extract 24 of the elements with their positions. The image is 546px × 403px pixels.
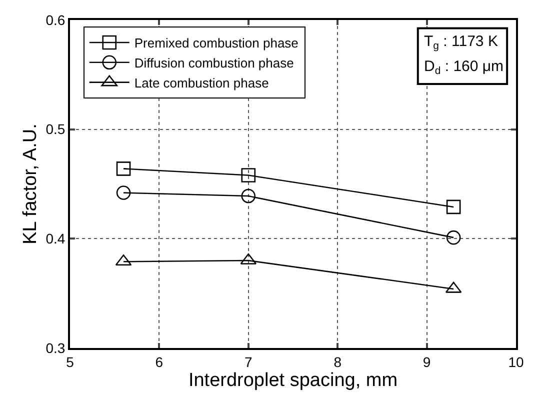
y-tick-label: 0.6 (46, 12, 66, 28)
annotation: D$_{d}$ : 160 μm (424, 58, 504, 78)
y-tick-label: 0.5 (46, 121, 66, 138)
x-tick-label: 10 (508, 354, 524, 370)
y-tick-label: 0.4 (46, 230, 66, 247)
legend-label: Late combustion phase (134, 75, 269, 90)
point (116, 186, 131, 200)
annotation: T$_{g}$ : 1173 K (424, 33, 498, 52)
point (116, 162, 131, 176)
x-tick-label: 9 (422, 354, 431, 370)
point (241, 188, 256, 204)
y-tick-label: 0.3 (46, 340, 66, 356)
point (241, 168, 256, 182)
point (115, 254, 132, 266)
legend-label: Premixed combustion phase (134, 36, 298, 51)
x-tick-label: 5 (66, 354, 74, 370)
x-tick-label: 7 (244, 354, 252, 370)
point (446, 200, 461, 214)
y-axis-title: KL factor, A.U. (20, 124, 42, 244)
point (446, 230, 461, 245)
x-tick-label: 8 (334, 354, 342, 370)
legend-label: Diffusion combustion phase (134, 55, 294, 70)
x-tick-label: 6 (155, 354, 164, 370)
x-axis-title: Interdroplet spacing, mm (188, 370, 398, 392)
